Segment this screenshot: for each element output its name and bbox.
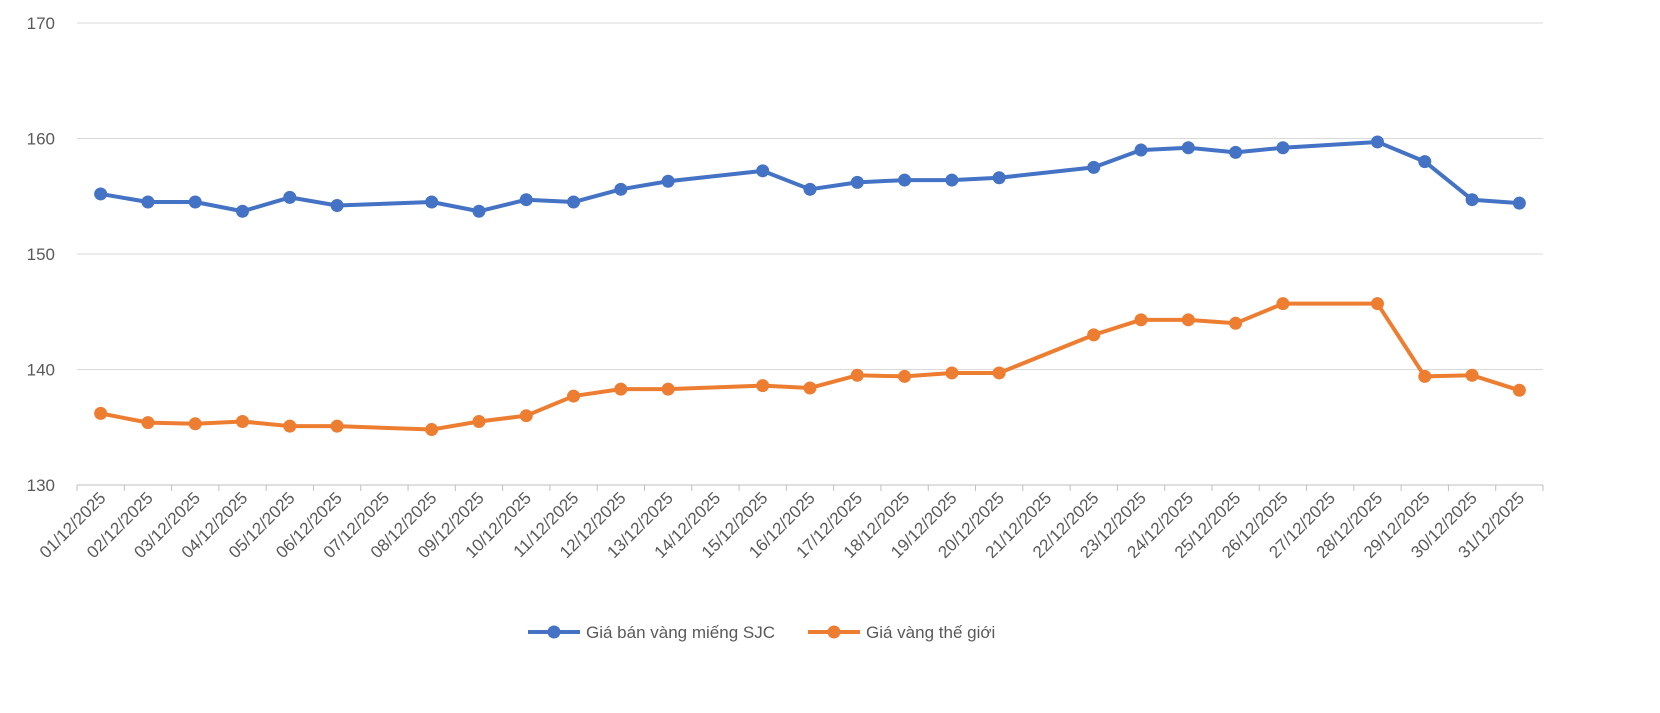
data-point (992, 171, 1006, 185)
data-point (1465, 193, 1479, 207)
data-point (1229, 145, 1243, 159)
data-point (756, 379, 770, 393)
gridlines (77, 22, 1543, 370)
data-point (1512, 383, 1526, 397)
data-point (519, 193, 533, 207)
y-tick-label: 150 (27, 245, 55, 264)
data-point (567, 195, 581, 209)
data-point (1276, 297, 1290, 311)
data-point (1276, 141, 1290, 155)
data-point (141, 416, 155, 430)
data-point (1134, 143, 1148, 157)
data-point (898, 173, 912, 187)
data-point (945, 366, 959, 380)
data-point (330, 198, 344, 212)
data-point (1087, 160, 1101, 174)
data-point (850, 175, 864, 189)
data-point (1370, 135, 1384, 149)
series-line (100, 301, 1520, 432)
data-point (661, 382, 675, 396)
data-point (1134, 313, 1148, 327)
data-point (850, 368, 864, 382)
legend-label: Giá vàng thế giới (866, 623, 995, 642)
data-point (188, 195, 202, 209)
y-tick-label: 170 (27, 14, 55, 33)
data-point (945, 173, 959, 187)
data-point (614, 382, 628, 396)
data-point (1181, 313, 1195, 327)
data-point (756, 164, 770, 178)
data-point (1418, 155, 1432, 169)
data-point (141, 195, 155, 209)
legend-marker (547, 625, 561, 639)
data-point (614, 182, 628, 196)
data-point (567, 389, 581, 403)
data-point (236, 204, 250, 218)
data-point (94, 406, 108, 420)
data-point (519, 409, 533, 423)
data-point (236, 414, 250, 428)
data-point (472, 414, 486, 428)
y-tick-label: 140 (27, 361, 55, 380)
data-point (283, 190, 297, 204)
legend: Giá bán vàng miếng SJC Giá vàng thế giới (528, 623, 995, 642)
data-point (283, 419, 297, 433)
data-point (472, 204, 486, 218)
data-point (898, 369, 912, 383)
data-point (1512, 196, 1526, 210)
data-point (425, 195, 439, 209)
data-point (1418, 369, 1432, 383)
x-axis: 01/12/202502/12/202503/12/202504/12/2025… (36, 484, 1544, 562)
legend-marker (827, 625, 841, 639)
data-point (188, 417, 202, 431)
y-axis: 130 140 150 160 170 (27, 14, 55, 495)
data-point (803, 381, 817, 395)
data-point (1465, 368, 1479, 382)
series-line (100, 139, 1520, 214)
data-point (1229, 316, 1243, 330)
data-point (1370, 297, 1384, 311)
data-point (1181, 141, 1195, 155)
data-point (94, 187, 108, 201)
series-lines (94, 135, 1526, 437)
data-point (425, 423, 439, 437)
data-point (1087, 328, 1101, 342)
data-point (803, 182, 817, 196)
data-point (992, 366, 1006, 380)
legend-label: Giá bán vàng miếng SJC (586, 623, 775, 642)
data-point (330, 419, 344, 433)
y-tick-label: 130 (27, 476, 55, 495)
y-tick-label: 160 (27, 130, 55, 149)
data-point (661, 174, 675, 188)
